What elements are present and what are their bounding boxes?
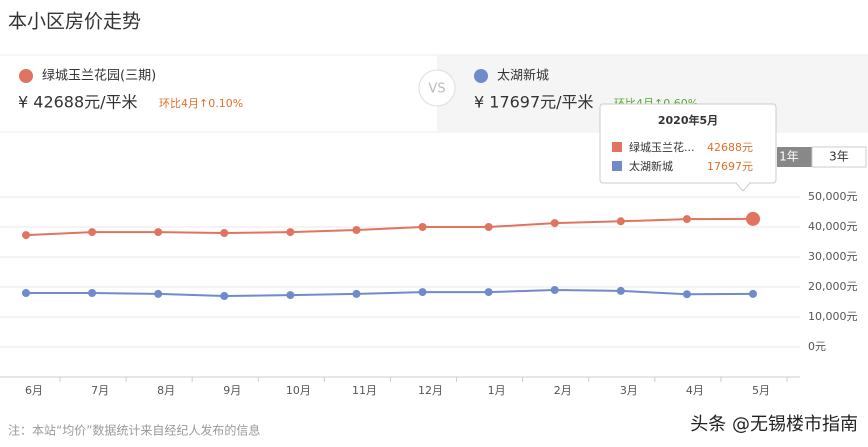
right-price: ¥ 17697元/平米: [474, 93, 594, 112]
x-tick-label: 9月: [223, 384, 241, 397]
range-button-label[interactable]: 3年: [829, 150, 849, 164]
x-tick-label: 10月: [286, 384, 311, 397]
tooltip-box: [599, 103, 777, 184]
y-tick-label: 40,000元: [808, 220, 858, 233]
left-name: 绿城玉兰花园(三期): [42, 68, 156, 84]
x-tick-label: 5月: [752, 384, 770, 397]
data-point: [286, 228, 295, 237]
page-title: 本小区房价走势: [8, 11, 141, 33]
range-button-label[interactable]: 1年: [779, 150, 799, 164]
data-point: [484, 223, 493, 231]
x-tick-label: 7月: [91, 384, 109, 397]
vs-text: VS: [428, 82, 445, 97]
right-name: 太湖新城: [497, 68, 549, 84]
data-point: [154, 228, 163, 237]
data-point: [484, 288, 493, 297]
data-point: [550, 286, 559, 294]
chart: 0元 10,000元 20,000元 30,000元 40,000元 50,000元 6月 7…: [0, 190, 858, 397]
data-point: [220, 292, 229, 300]
data-point: [22, 231, 30, 240]
tooltip-name: 太湖新城: [629, 159, 673, 173]
data-point: [749, 289, 757, 298]
y-tick-label: 30,000元: [808, 250, 858, 263]
x-tick-label: 6月: [25, 384, 43, 397]
tooltip: 2020年5月 绿城玉兰花... 42688元 太湖新城 17697元: [599, 103, 777, 192]
data-point: [88, 289, 97, 297]
data-point: [616, 286, 625, 295]
series-line: [26, 288, 754, 298]
x-tick-label: 2月: [554, 384, 572, 397]
tooltip-name: 绿城玉兰花...: [629, 140, 695, 154]
data-point: [286, 291, 295, 300]
y-tick-label: 20,000元: [808, 280, 858, 293]
x-tick-label: 3月: [620, 384, 638, 397]
legend-dot: [474, 69, 488, 83]
left-price: ¥ 42688元/平米: [18, 93, 138, 112]
left-change: 环比4月↑0.10%: [159, 97, 243, 110]
tooltip-title: 2020年5月: [658, 113, 718, 127]
data-point: [418, 288, 427, 297]
tooltip-arrow: [734, 182, 752, 192]
tooltip-value: 42688元: [707, 141, 753, 154]
series-line: [25, 217, 754, 237]
footer-note: 注：本站“均价”数据统计来自经纪人发布的信息: [8, 423, 260, 438]
data-point: [682, 290, 691, 299]
data-point: [352, 289, 361, 298]
tooltip-swatch: [612, 142, 622, 152]
x-tick-label: 1月: [488, 384, 506, 397]
data-point: [88, 228, 97, 237]
data-point: [550, 219, 559, 228]
tooltip-swatch: [612, 161, 622, 171]
x-tick-label: 11月: [352, 384, 377, 397]
y-tick-label: 0元: [808, 340, 826, 353]
range-button-active[interactable]: [777, 147, 812, 167]
watermark: 头条 @无锡楼市指南: [690, 414, 858, 435]
x-tick-label: 4月: [686, 384, 704, 397]
x-tick-label: 8月: [157, 384, 175, 397]
y-tick-label: 50,000元: [808, 190, 858, 203]
legend-dot: [19, 69, 33, 83]
data-point: [616, 217, 625, 226]
vs-badge: [418, 69, 456, 107]
data-point: [418, 223, 427, 231]
y-tick-label: 10,000元: [808, 310, 858, 323]
data-point: [746, 211, 760, 226]
data-point: [154, 289, 163, 298]
data-point: [22, 289, 30, 297]
data-point: [220, 229, 229, 237]
tooltip-value: 17697元: [707, 160, 753, 173]
data-point: [682, 215, 691, 224]
data-point: [352, 226, 361, 234]
x-tick-label: 12月: [418, 384, 443, 397]
range-button[interactable]: [811, 146, 867, 168]
